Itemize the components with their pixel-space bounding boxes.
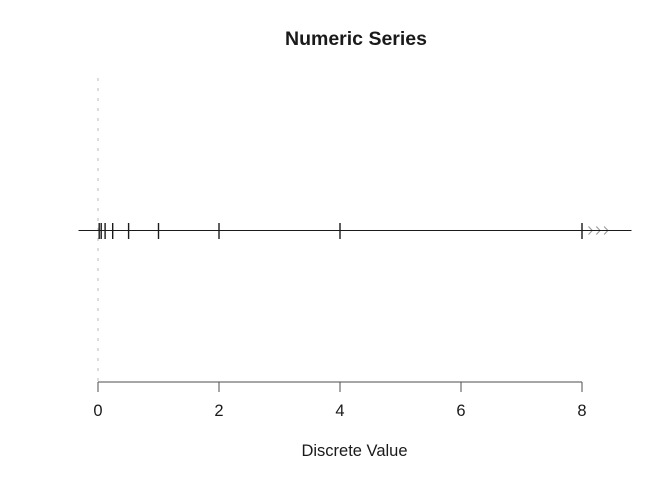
svg-text:Discrete Value: Discrete Value	[301, 442, 407, 460]
svg-text:Numeric Series: Numeric Series	[285, 28, 427, 50]
svg-text:6: 6	[456, 402, 465, 420]
svg-text:4: 4	[335, 402, 344, 420]
svg-text:0: 0	[93, 402, 102, 420]
svg-text:2: 2	[214, 402, 223, 420]
svg-text:8: 8	[577, 402, 586, 420]
